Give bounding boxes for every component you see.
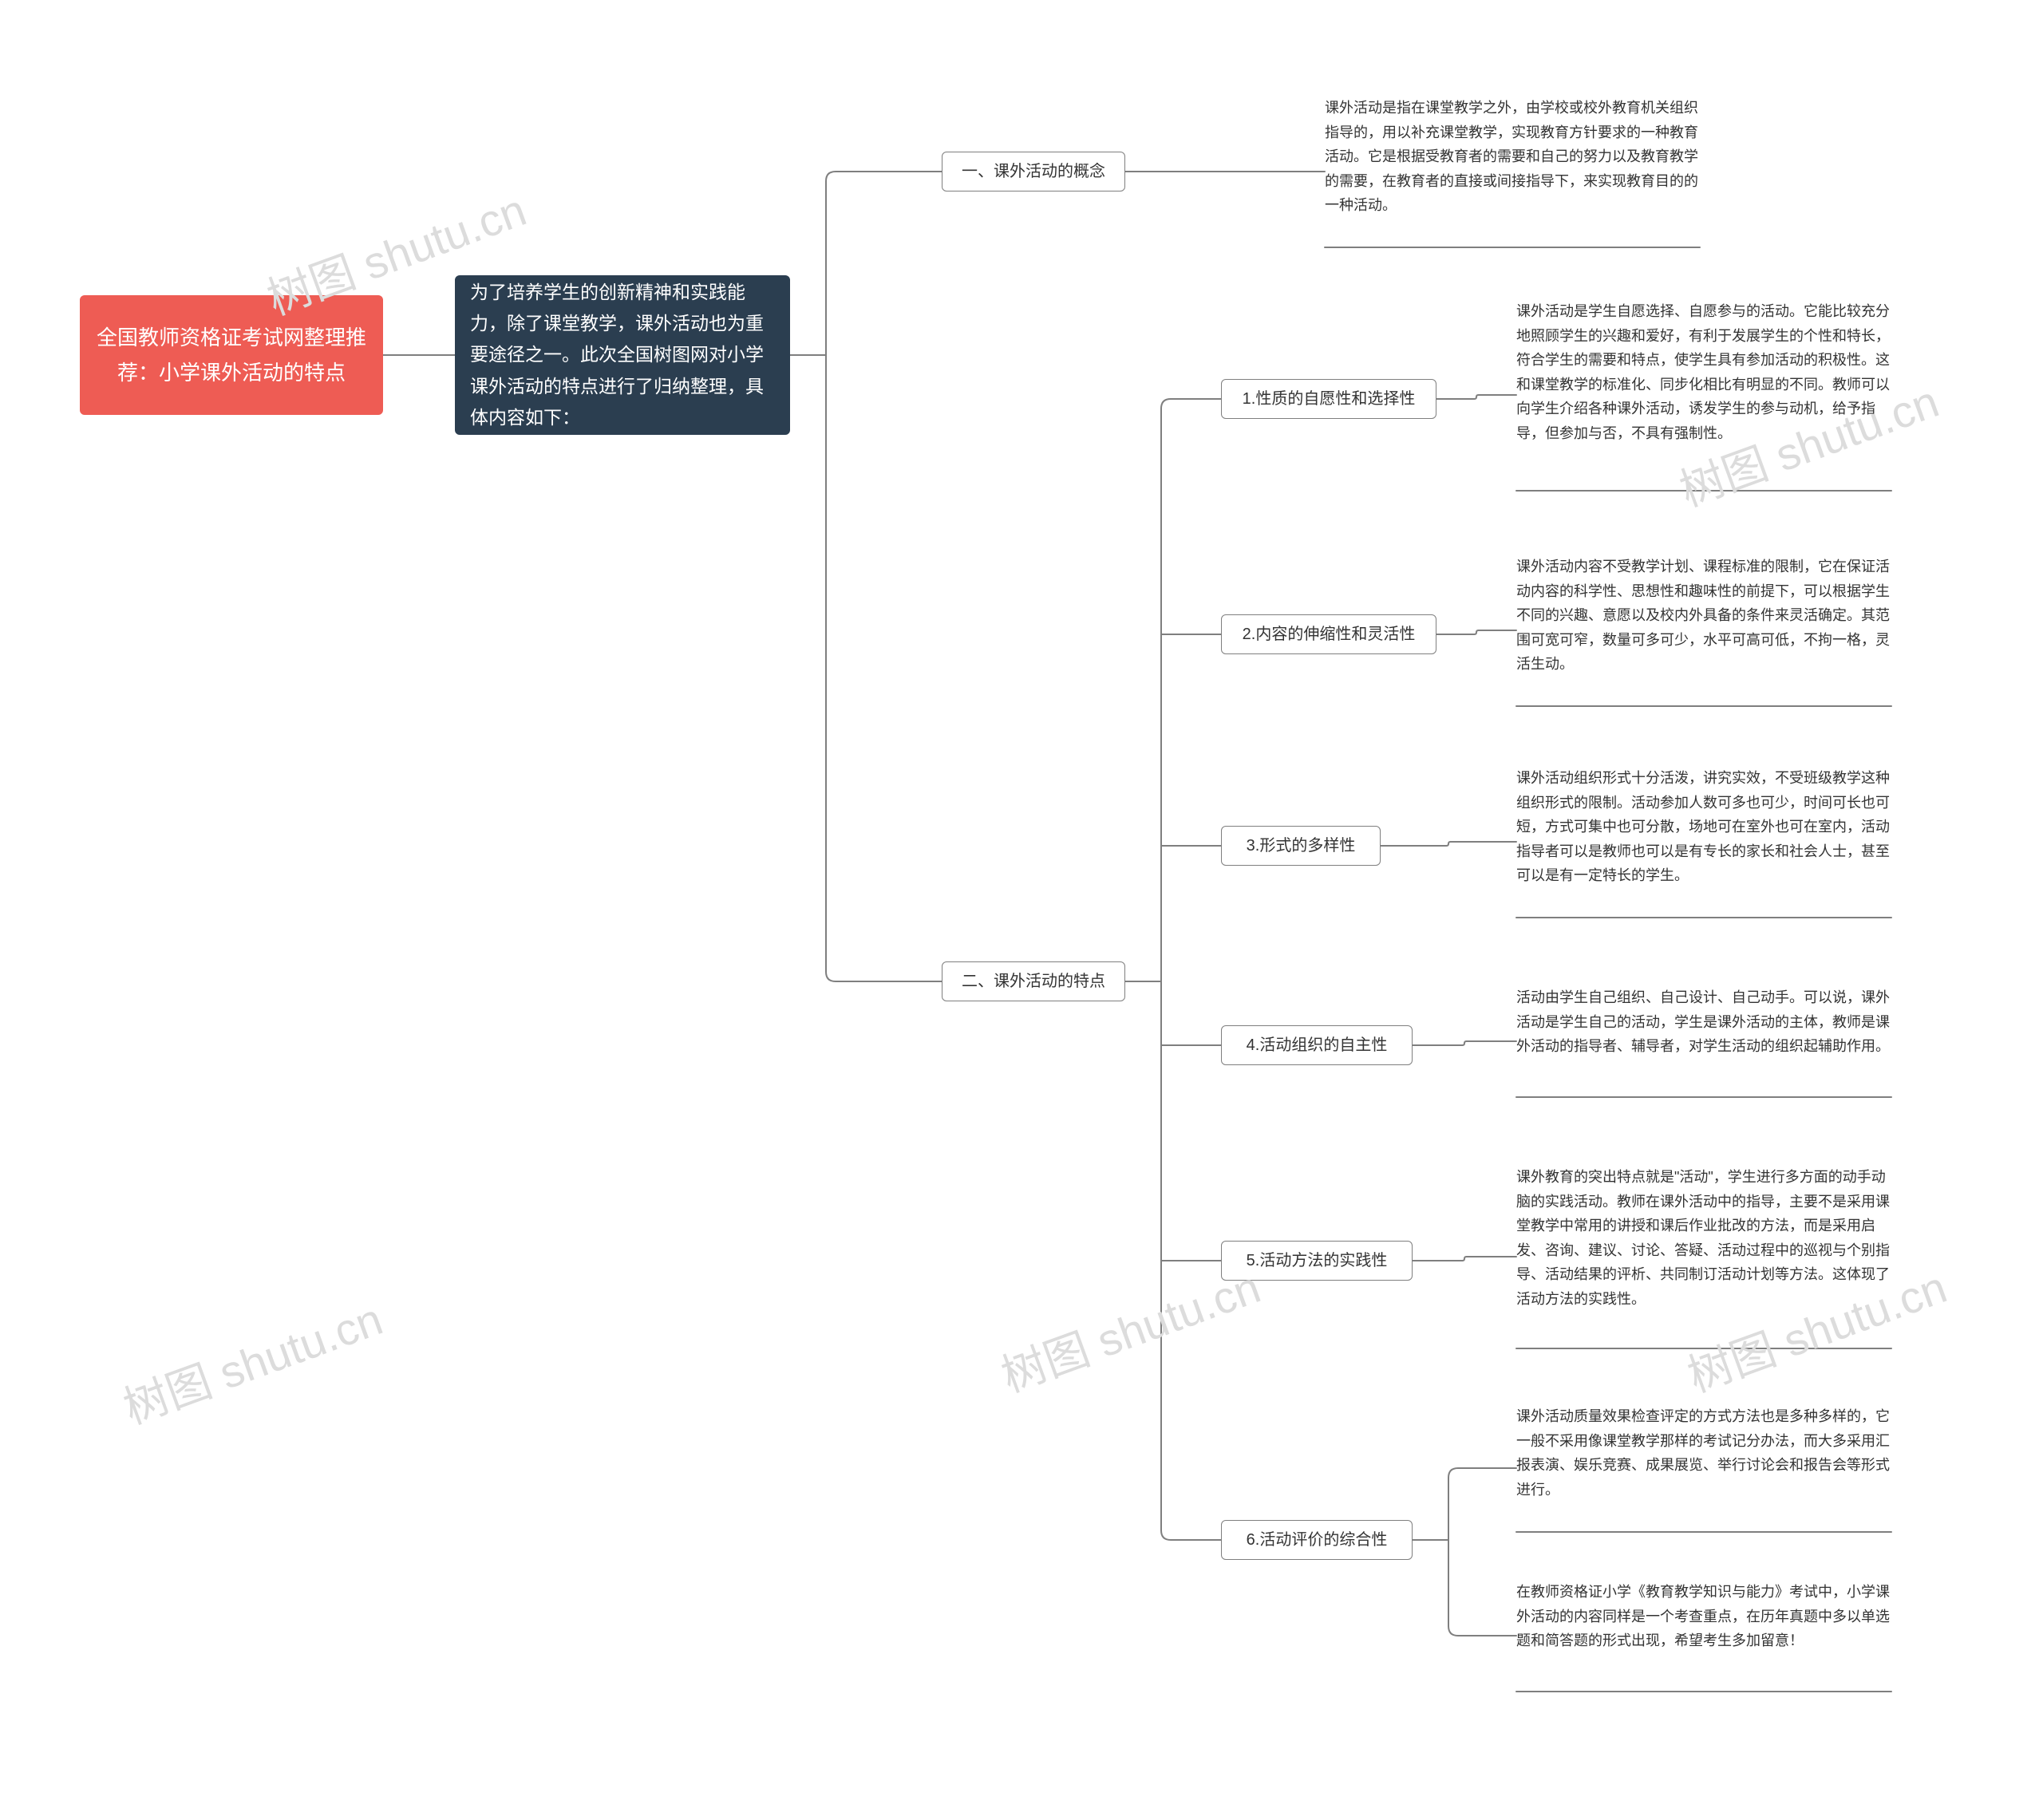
branch-1-child-2: 3.形式的多样性 [1221, 826, 1381, 866]
root-node: 全国教师资格证考试网整理推荐：小学课外活动的特点 [80, 295, 383, 415]
branch-1-child-5-label: 6.活动评价的综合性 [1247, 1526, 1388, 1554]
branch-1-child-5: 6.活动评价的综合性 [1221, 1520, 1413, 1560]
branch-1-child-4-leaf: 课外教育的突出特点就是"活动"，学生进行多方面的动手动脑的实践活动。教师在课外活… [1516, 1165, 1891, 1312]
intro-node: 为了培养学生的创新精神和实践能力，除了课堂教学，课外活动也为重要途径之一。此次全… [455, 275, 790, 435]
intro-node-text: 为了培养学生的创新精神和实践能力，除了课堂教学，课外活动也为重要途径之一。此次全… [470, 277, 775, 432]
branch-node-0: 一、课外活动的概念 [942, 152, 1125, 191]
branch-1-child-0-leaf: 课外活动是学生自愿选择、自愿参与的活动。它能比较充分地照顾学生的兴趣和爱好，有利… [1516, 299, 1891, 446]
watermark-2: 树图 shutu.cn [113, 1284, 390, 1437]
branch-1-child-3-leaf: 活动由学生自己组织、自己设计、自己动手。可以说，课外活动是学生自己的活动，学生是… [1516, 985, 1891, 1059]
branch-1-child-2-label: 3.形式的多样性 [1247, 832, 1356, 859]
branch-0-leaf-0: 课外活动是指在课堂教学之外，由学校或校外教育机关组织指导的，用以补充课堂教学，实… [1325, 96, 1700, 218]
branch-1-child-3: 4.活动组织的自主性 [1221, 1025, 1413, 1065]
branch-1-child-5-leaf-1: 在教师资格证小学《教育教学知识与能力》考试中，小学课外活动的内容同样是一个考查重… [1516, 1580, 1891, 1653]
branch-1-child-1-leaf: 课外活动内容不受教学计划、课程标准的限制，它在保证活动内容的科学性、思想性和趣味… [1516, 555, 1891, 677]
branch-1-child-5-leaf-0: 课外活动质量效果检查评定的方式方法也是多种多样的，它一般不采用像课堂教学那样的考… [1516, 1404, 1891, 1502]
branch-1-child-3-label: 4.活动组织的自主性 [1247, 1032, 1388, 1059]
branch-1-child-4-label: 5.活动方法的实践性 [1247, 1247, 1388, 1274]
branch-1-child-1-label: 2.内容的伸缩性和灵活性 [1243, 621, 1416, 648]
branch-node-1-label: 二、课外活动的特点 [962, 968, 1105, 995]
branch-1-child-0: 1.性质的自愿性和选择性 [1221, 379, 1436, 419]
branch-1-child-4: 5.活动方法的实践性 [1221, 1241, 1413, 1281]
branch-node-1: 二、课外活动的特点 [942, 961, 1125, 1001]
branch-1-child-1: 2.内容的伸缩性和灵活性 [1221, 614, 1436, 654]
branch-1-child-0-label: 1.性质的自愿性和选择性 [1243, 385, 1416, 413]
root-node-text: 全国教师资格证考试网整理推荐：小学课外活动的特点 [95, 320, 368, 390]
branch-1-child-2-leaf: 课外活动组织形式十分活泼，讲究实效，不受班级教学这种组织形式的限制。活动参加人数… [1516, 766, 1891, 888]
branch-node-0-label: 一、课外活动的概念 [962, 158, 1105, 185]
connector-layer [0, 0, 2043, 1820]
